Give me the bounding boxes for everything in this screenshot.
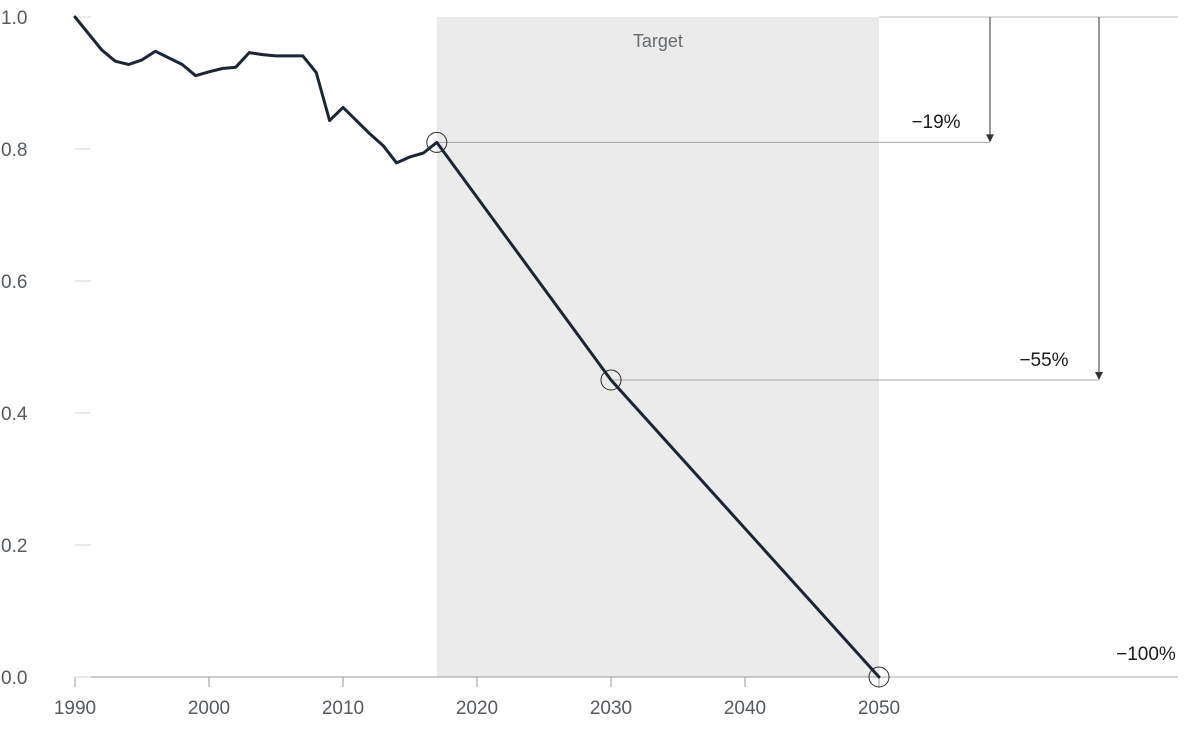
milestone-marker bbox=[600, 369, 622, 391]
reduction-label: −100% bbox=[1116, 644, 1176, 665]
x-tick-label: 2050 bbox=[858, 698, 900, 719]
target-band bbox=[436, 17, 879, 677]
reduction-arrow-head bbox=[1095, 372, 1103, 380]
y-tick-label: 0.4 bbox=[1, 404, 28, 425]
y-tick-label: 0.2 bbox=[1, 536, 27, 557]
axes-layer: 1990 2000 2010 2020 2030 2040 2050 0.0 0.2 0.4 0.6… bbox=[1, 8, 900, 719]
milestone-marker bbox=[868, 666, 890, 688]
y-tick-label: 0.0 bbox=[1, 668, 27, 689]
guide-lines-layer bbox=[436, 16, 1178, 678]
markers-layer bbox=[426, 131, 890, 688]
x-tick-label: 2020 bbox=[456, 698, 498, 719]
target-band-layer: Target bbox=[436, 17, 879, 677]
reduction-label: −55% bbox=[1019, 350, 1068, 371]
y-tick-label: 0.6 bbox=[1, 272, 27, 293]
x-tick-label: 2010 bbox=[322, 698, 364, 719]
y-tick-label: 1.0 bbox=[1, 8, 27, 29]
annotations-layer: −19% −55% −100% bbox=[911, 17, 1176, 665]
emissions-series-line bbox=[73, 15, 881, 679]
series-layer bbox=[73, 15, 881, 679]
y-tick-label: 0.8 bbox=[1, 140, 27, 161]
reduction-label: −19% bbox=[911, 112, 960, 133]
x-tick-label: 2040 bbox=[724, 698, 766, 719]
x-tick-label: 2000 bbox=[188, 698, 230, 719]
x-tick-label: 2030 bbox=[590, 698, 632, 719]
reduction-arrow-head bbox=[986, 134, 994, 143]
milestone-marker bbox=[426, 131, 448, 153]
x-tick-label: 1990 bbox=[54, 698, 96, 719]
target-band-label: Target bbox=[633, 31, 683, 51]
